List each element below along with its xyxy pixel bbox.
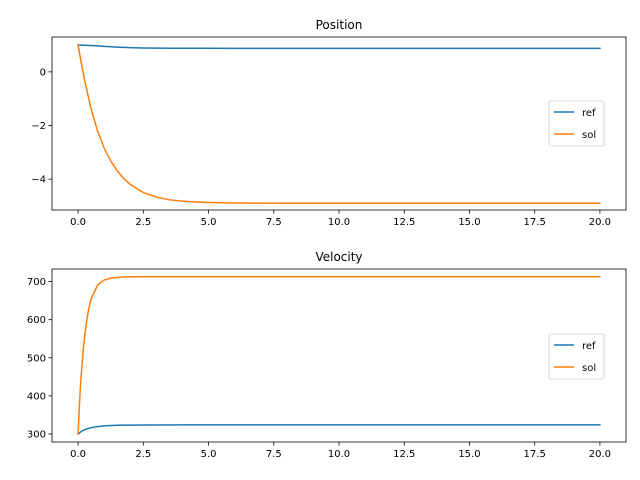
axes-1: Position 0.0 2.5 5.0 7.5 10.0 12.5 15.0 17.5 20.0… <box>31 18 627 228</box>
x-tick-label: 7.5 <box>266 449 282 460</box>
x-tick-label: 5.0 <box>201 449 217 460</box>
x-tick-label: 15.0 <box>458 449 480 460</box>
x-tick-label: 12.5 <box>393 449 415 460</box>
x-tick-label: 20.0 <box>589 449 611 460</box>
y-tick-label: 700 <box>27 277 46 288</box>
x-tick-label: 2.5 <box>135 217 151 228</box>
x-tick-label: 5.0 <box>201 217 217 228</box>
legend-label-sol: sol <box>582 130 596 141</box>
plot-area <box>77 275 601 436</box>
legend-label-ref: ref <box>582 108 596 119</box>
x-tick-label: 10.0 <box>328 217 350 228</box>
chart-title: Velocity <box>315 250 362 264</box>
series-line-sol <box>77 44 601 205</box>
axes-frame <box>51 268 627 443</box>
x-tick-label: 0.0 <box>70 449 86 460</box>
x-tick-label: 7.5 <box>266 217 282 228</box>
legend: ref sol <box>548 100 605 147</box>
x-tick-label: 20.0 <box>589 217 611 228</box>
chart-title: Position <box>316 18 363 32</box>
x-tick-label: 2.5 <box>135 449 151 460</box>
x-tick-label: 12.5 <box>393 217 415 228</box>
legend: ref sol <box>548 333 605 380</box>
x-tick-label: 15.0 <box>458 217 480 228</box>
y-tick-label: 400 <box>27 391 46 402</box>
x-tick-label: 0.0 <box>70 217 86 228</box>
x-tick-label: 10.0 <box>328 449 350 460</box>
series-line-sol <box>77 275 601 435</box>
legend-label-sol: sol <box>582 363 596 374</box>
y-tick-label: 600 <box>27 315 46 326</box>
axes-frame <box>51 36 627 211</box>
series-line-ref <box>77 424 601 436</box>
plot-area <box>77 44 601 205</box>
y-tick-label: 500 <box>27 353 46 364</box>
x-tick-label: 17.5 <box>524 449 546 460</box>
series-line-ref <box>77 44 601 50</box>
x-tick-label: 17.5 <box>524 217 546 228</box>
axes-2: Velocity 0.0 2.5 5.0 7.5 10.0 12.5 15.0 17.5 20.0… <box>27 250 627 460</box>
y-tick-label: −4 <box>31 175 46 186</box>
legend-label-ref: ref <box>582 341 596 352</box>
y-tick-label: 300 <box>27 429 46 440</box>
y-tick-label: −2 <box>31 121 46 132</box>
y-tick-label: 0 <box>40 67 46 78</box>
